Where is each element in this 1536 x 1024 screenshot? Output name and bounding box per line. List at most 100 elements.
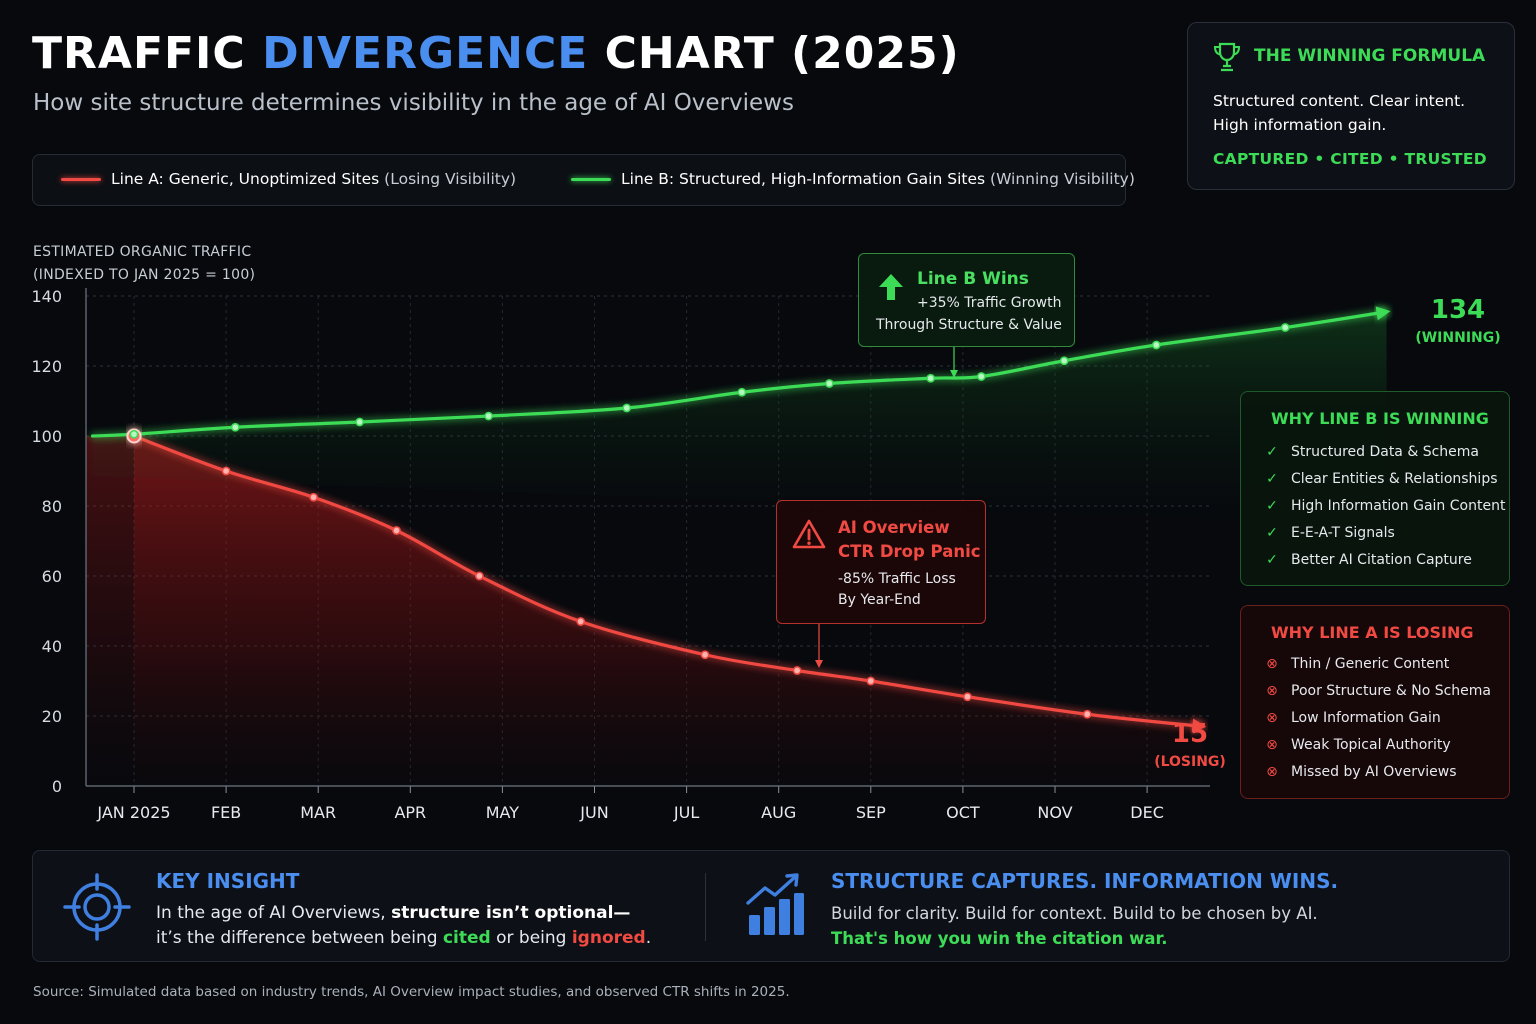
formula-title: THE WINNING FORMULA (1254, 46, 1486, 66)
x-tick-label: FEB (211, 803, 241, 822)
legend-swatch-a (61, 178, 101, 181)
y-tick-label: 140 (31, 287, 62, 306)
series-a-end-value: 15 (1172, 719, 1208, 749)
series-b-point (926, 373, 936, 383)
callout-green-line2: Through Structure & Value (876, 317, 1062, 333)
why-line-a-panel: WHY LINE A IS LOSING ⊗ Thin / Generic Con… (1240, 605, 1510, 799)
callout-green-pointer-tip (950, 370, 958, 378)
page-subtitle: How site structure determines visibility… (33, 90, 794, 116)
why-a-item: ⊗ Poor Structure & No Schema (1263, 683, 1491, 699)
target-icon (63, 873, 131, 941)
why-line-b-panel: WHY LINE B IS WINNING ✓ Structured Data &… (1240, 391, 1510, 586)
x-tick-label: MAY (486, 803, 520, 822)
series-b-point (825, 379, 834, 388)
legend-item-a: Line A: Generic, Unoptimized Sites (Losi… (61, 170, 516, 188)
y-tick-label: 80 (42, 497, 62, 516)
bottom-divider (705, 873, 706, 941)
x-tick-label: JUL (673, 803, 699, 822)
check-icon: ✓ (1266, 498, 1278, 514)
bottom-insight-bar: KEY INSIGHT In the age of AI Overviews, … (32, 850, 1510, 962)
chart-legend: Line A: Generic, Unoptimized Sites (Losi… (32, 154, 1135, 206)
y-axis-title: ESTIMATED ORGANIC TRAFFIC (INDEXED TO JAN… (33, 244, 256, 283)
callout-green-title: Line B Wins (917, 269, 1029, 289)
why-a-item: ⊗ Missed by AI Overviews (1263, 764, 1456, 780)
structure-title: STRUCTURE CAPTURES. INFORMATION WINS. (831, 869, 1339, 893)
series-a-point (576, 617, 586, 626)
series-b-end-value: 134 (1431, 295, 1485, 325)
series-a-point (700, 650, 710, 660)
callout-ctr-drop: AI Overview CTR Drop Panic -85% Traffic L… (776, 500, 986, 624)
why-a-title: WHY LINE A IS LOSING (1271, 623, 1474, 642)
series-b-point (355, 417, 364, 427)
x-tick-label: JUN (579, 803, 608, 822)
x-circle-icon: ⊗ (1266, 710, 1278, 726)
series-a-end-label: (LOSING) (1154, 754, 1226, 770)
trophy-icon (1213, 42, 1241, 72)
series-a-point (963, 692, 972, 702)
callout-green-line1: +35% Traffic Growth (917, 295, 1062, 311)
structure-text: Build for clarity. Build for context. Bu… (831, 904, 1318, 948)
series-a-point (866, 676, 876, 686)
series-b-point (484, 411, 493, 421)
x-tick-label: NOV (1037, 803, 1072, 822)
x-tick-label: AUG (761, 803, 796, 822)
chart-end-labels: 15 (LOSING) 134 (WINNING) (815, 295, 1501, 770)
why-a-item: ⊗ Low Information Gain (1263, 710, 1441, 726)
x-tick-label: DEC (1130, 803, 1164, 822)
callout-red-pointer-tip (815, 660, 823, 668)
check-icon: ✓ (1266, 444, 1278, 460)
series-a-area (134, 436, 1203, 786)
source-note: Source: Simulated data based on industry… (33, 984, 790, 1000)
growth-chart-icon (746, 873, 804, 935)
series-a-point (475, 571, 484, 581)
formula-text: Structured content. Clear intent. High in… (1213, 92, 1466, 134)
series-b-point (622, 403, 632, 413)
legend-swatch-b (571, 178, 611, 181)
why-b-item: ✓ High Information Gain Content (1263, 498, 1505, 514)
y-tick-label: 100 (31, 427, 62, 446)
check-icon: ✓ (1266, 525, 1278, 541)
series-a-point (1082, 709, 1092, 719)
callout-red-title: AI Overview CTR Drop Panic (838, 518, 981, 561)
series-b-point (1059, 356, 1069, 366)
why-b-title: WHY LINE B IS WINNING (1271, 409, 1489, 428)
series-b-area (92, 311, 1387, 526)
series-b-arrowhead (1375, 306, 1391, 321)
winning-formula-card: THE WINNING FORMULA Structured content. … (1187, 22, 1515, 190)
y-tick-label: 0 (52, 777, 62, 796)
arrow-up-icon (879, 274, 903, 300)
x-tick-label: JAN 2025 (96, 803, 170, 822)
x-tick-label: MAR (300, 803, 336, 822)
y-tick-label: 20 (42, 707, 62, 726)
page-title: TRAFFIC DIVERGENCE CHART (2025) (32, 28, 960, 79)
callout-line-b-wins: Line B Wins +35% Traffic Growth Through … (858, 253, 1075, 347)
series-b-point (1151, 340, 1161, 350)
series-b-point (129, 429, 139, 439)
callout-red-line1: -85% Traffic Loss (838, 571, 956, 587)
key-insight-title: KEY INSIGHT (156, 869, 300, 893)
series-b-point (976, 372, 986, 381)
chart-points (126, 323, 1290, 719)
check-icon: ✓ (1266, 552, 1278, 568)
series-b-point (737, 387, 747, 397)
check-icon: ✓ (1266, 471, 1278, 487)
y-tick-label: 40 (42, 637, 62, 656)
x-circle-icon: ⊗ (1266, 656, 1278, 672)
series-a-point (392, 526, 401, 535)
x-tick-label: OCT (946, 803, 980, 822)
callout-red-line2: By Year-End (838, 592, 921, 608)
title-accent: DIVERGENCE (262, 28, 589, 79)
why-a-item: ⊗ Thin / Generic Content (1263, 656, 1449, 672)
y-tick-label: 60 (42, 567, 62, 586)
formula-tagline: CAPTURED • CITED • TRUSTED (1213, 150, 1487, 168)
x-circle-icon: ⊗ (1266, 683, 1278, 699)
warning-icon (792, 519, 826, 549)
x-circle-icon: ⊗ (1266, 737, 1278, 753)
series-a-area-lead (86, 436, 134, 786)
y-tick-label: 120 (31, 357, 62, 376)
why-a-item: ⊗ Weak Topical Authority (1263, 737, 1451, 753)
x-circle-icon: ⊗ (1266, 764, 1278, 780)
series-a-point (309, 492, 318, 502)
series-a-arrowhead (1191, 718, 1207, 733)
